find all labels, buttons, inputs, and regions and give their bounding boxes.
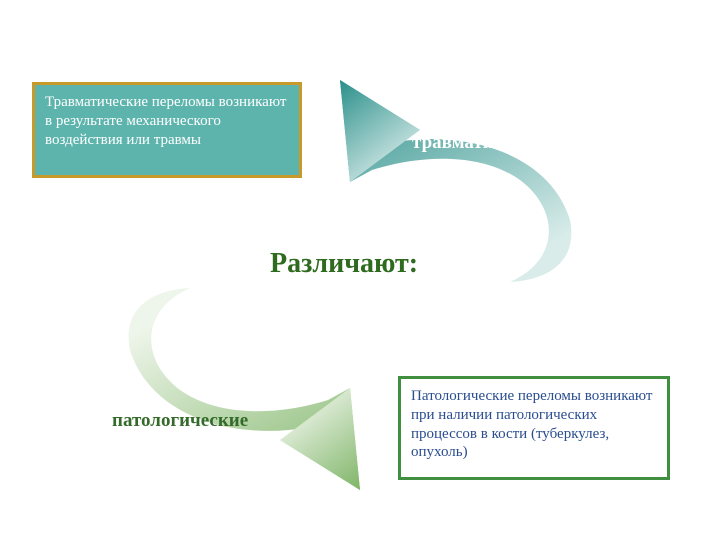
label-traumatic: травматические xyxy=(412,132,552,154)
arrow-top xyxy=(300,60,640,270)
box-traumatic: Травматические переломы возникают в резу… xyxy=(32,82,302,178)
page-title: Различают: xyxy=(270,248,418,280)
arrow-bottom xyxy=(60,300,400,510)
diagram-stage: Травматические переломы возникают в резу… xyxy=(0,0,720,540)
box-pathological: Патологические переломы возникают при на… xyxy=(398,376,670,480)
label-pathological: патологические xyxy=(112,410,248,432)
